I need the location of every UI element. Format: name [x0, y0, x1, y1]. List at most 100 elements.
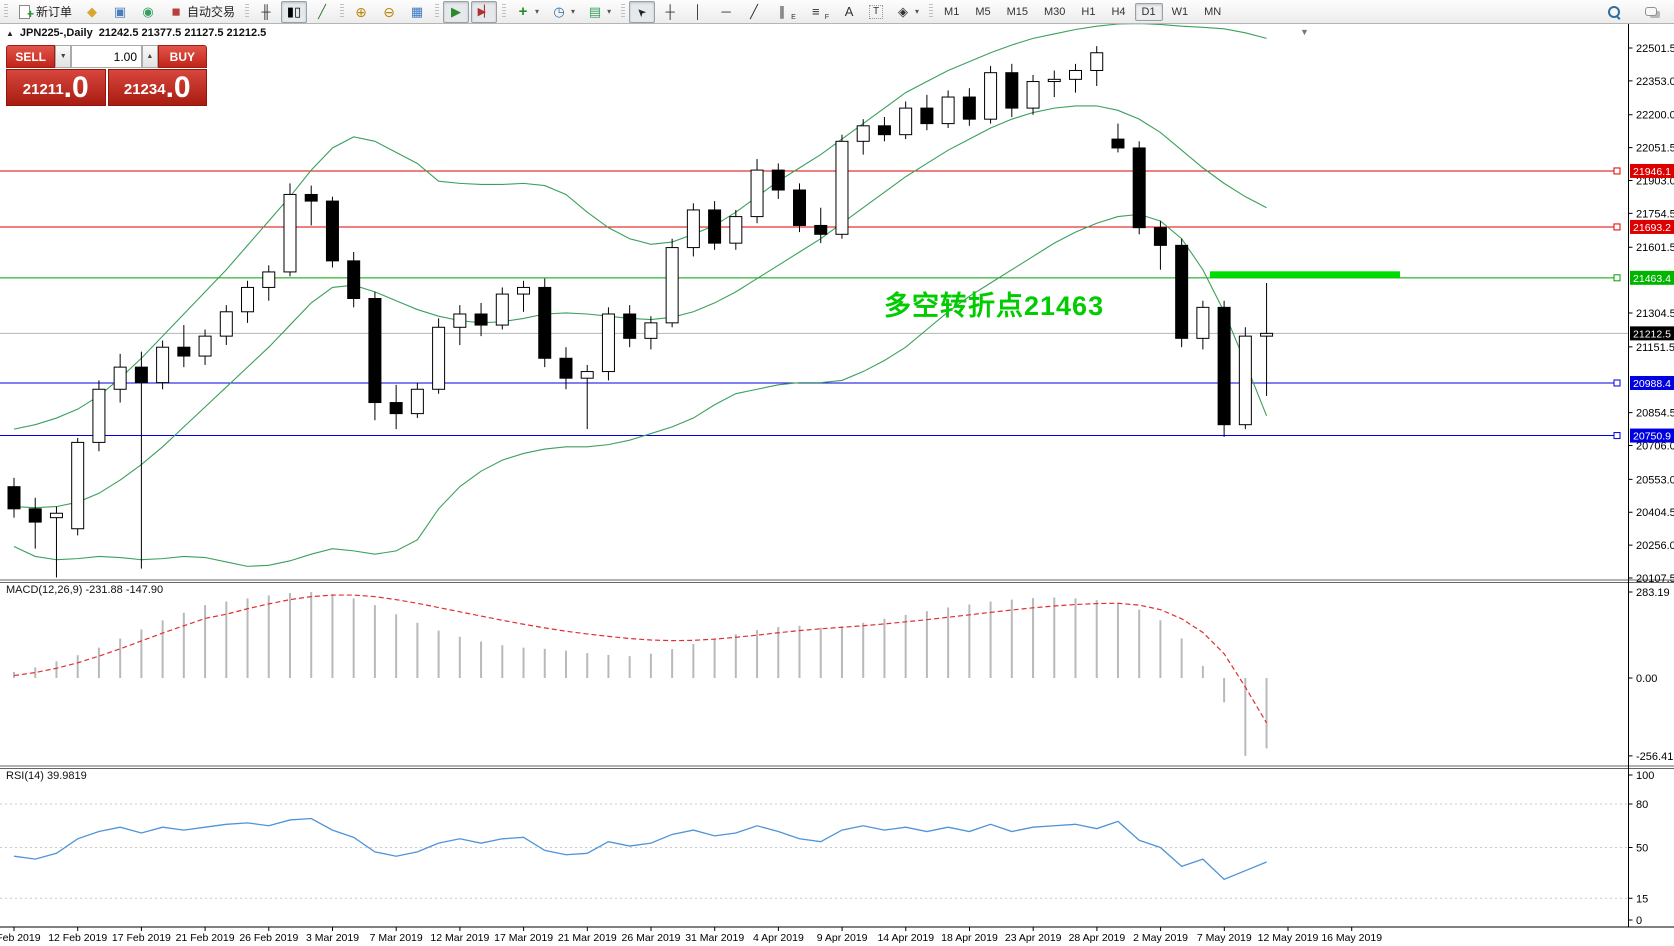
chart-shift-button[interactable]: ▶▏ [471, 0, 498, 23]
autotrade-icon: ◼ [171, 5, 181, 18]
text-label-button[interactable]: T [864, 1, 888, 23]
rsi-tick-label: 80 [1636, 799, 1648, 811]
candle-body [559, 357, 573, 379]
rsi-tick-label: 100 [1636, 770, 1654, 782]
candle-body [495, 293, 509, 326]
price-tick-label: 21151.5 [1636, 342, 1674, 354]
toolbar-grip [621, 4, 626, 19]
chart-canvas[interactable]: 22501.5 22353.0 22200.0 22051.5 21903.0 21754… [0, 24, 1674, 946]
date-label: 2 May 2019 [1133, 932, 1188, 944]
macd-indicator-label: MACD(12,26,9) -231.88 -147.90 [6, 584, 164, 596]
sell-price-display[interactable]: 21211 .0 [6, 69, 106, 106]
fibonacci-button[interactable]: ≡ F [803, 1, 834, 23]
chevron-down-icon: ▾ [607, 7, 612, 16]
bar-chart-button[interactable]: ╫ [253, 1, 279, 23]
tf-m30[interactable]: M30 [1044, 5, 1066, 18]
chat-button[interactable] [1639, 1, 1665, 23]
volume-input[interactable] [71, 45, 142, 68]
candlestick-button[interactable]: ▮▯ [281, 0, 308, 23]
date-label: 4 Apr 2019 [753, 932, 804, 944]
volume-decrease-button[interactable]: ▼ [55, 45, 71, 68]
tf-h1[interactable]: H1 [1081, 5, 1096, 18]
candle-body [580, 371, 594, 379]
zoom-in-icon: ⊕ [355, 3, 367, 20]
indicators-button[interactable]: + ▾ [510, 1, 544, 23]
pivot-price-label-bg [1630, 270, 1674, 285]
rsi-tick-label: 0 [1636, 915, 1642, 927]
templates-button[interactable]: ▤ ▾ [582, 1, 616, 23]
toolbar-grip [435, 4, 440, 19]
vline-button[interactable]: │ [685, 1, 711, 23]
line-chart-button[interactable]: ╱ [309, 1, 335, 23]
price-tick-label: 21601.5 [1636, 242, 1674, 254]
price-tick-label: 20854.5 [1636, 408, 1674, 420]
fibonacci-icon: ≡ [811, 3, 820, 19]
tf-h4[interactable]: H4 [1111, 5, 1126, 18]
tf-mn[interactable]: MN [1204, 5, 1222, 18]
price-tick-label: 22353.0 [1636, 76, 1674, 88]
rsi-tick-label: 15 [1636, 893, 1648, 905]
price-tick-label: 21903.0 [1636, 176, 1674, 188]
candle-body [750, 169, 764, 218]
auto-scroll-button[interactable]: ▶ [443, 0, 470, 23]
new-order-button[interactable]: 新订单 [12, 1, 77, 23]
crosshair-button[interactable]: ┼ [657, 1, 683, 23]
candle-body [1217, 306, 1231, 426]
toolbar-group: ▶ ▶▏ [431, 0, 498, 24]
buy-price-display[interactable]: 21234 .0 [107, 69, 207, 106]
candle-body [623, 313, 637, 339]
zoom-in-button[interactable]: ⊕ [348, 1, 374, 23]
cursor-button[interactable]: ➤ [629, 0, 656, 23]
volume-increase-button[interactable]: ▲ [142, 45, 158, 68]
one-click-panel-collapse-icon[interactable]: ▲ [6, 28, 14, 38]
tf-m15[interactable]: M15 [1006, 5, 1029, 18]
periods-button[interactable]: ◷ ▾ [546, 1, 580, 23]
macd-tick-label: -256.41 [1636, 751, 1673, 763]
tile-windows-button[interactable]: ▦ [404, 1, 430, 23]
main-pane [0, 24, 1628, 578]
resistance-price-label-bg [1630, 219, 1674, 234]
tf-m1[interactable]: M1 [944, 5, 960, 18]
toolbar-grip [929, 4, 934, 19]
chart-dropdown-arrow[interactable]: ▼ [1300, 27, 1309, 37]
chart-window[interactable]: 22501.5 22353.0 22200.0 22051.5 21903.0 21754… [0, 24, 1674, 946]
candle-body [1260, 332, 1274, 337]
autotrade-button-label: 自动交易 [187, 5, 236, 19]
candle-body [241, 286, 255, 313]
arrows-button[interactable]: ◈ ▾ [890, 1, 924, 23]
tf-m5[interactable]: M5 [975, 5, 991, 18]
candle-body [1090, 52, 1104, 71]
arrows-icon: ◈ [898, 3, 909, 19]
channel-button[interactable]: ∥ E [769, 1, 801, 23]
signals-button[interactable]: ◉ [135, 1, 161, 23]
date-label: 26 Mar 2019 [622, 932, 681, 944]
tf-w1[interactable]: W1 [1171, 5, 1189, 18]
terminal-icon: ▣ [113, 3, 127, 19]
auto-scroll-icon: ▶ [451, 3, 462, 19]
buy-price-main: 21234 [123, 81, 166, 98]
candle-body [389, 402, 403, 415]
candle-body [644, 322, 658, 339]
date-label: 18 Apr 2019 [941, 932, 998, 944]
date-label: 16 May 2019 [1321, 932, 1382, 944]
date-label: 17 Feb 2019 [112, 932, 171, 944]
search-button[interactable] [1601, 1, 1627, 23]
buy-button[interactable]: BUY [157, 45, 207, 68]
zoom-out-button[interactable]: ⊖ [376, 1, 402, 23]
macd-tick-label: 283.19 [1636, 587, 1670, 599]
autotrade-button[interactable]: ◼ 自动交易 [163, 1, 240, 23]
candle-body [1069, 69, 1082, 80]
tf-d1[interactable]: D1 [1134, 2, 1163, 21]
metaeditor-button[interactable]: ◆ [79, 1, 105, 23]
text-button[interactable]: A [836, 1, 862, 23]
sell-button[interactable]: SELL [6, 45, 56, 68]
price-tick-label: 22051.5 [1636, 143, 1674, 155]
trendline-button[interactable]: ╱ [741, 1, 767, 23]
zoom-out-icon: ⊖ [383, 3, 395, 20]
bar-chart-icon: ╫ [261, 3, 271, 19]
candle-body [283, 193, 297, 273]
terminal-button[interactable]: ▣ [107, 1, 133, 23]
hline-button[interactable]: ─ [713, 1, 739, 23]
date-label: 12 Mar 2019 [430, 932, 489, 944]
price-tick-label: 21754.5 [1636, 208, 1674, 220]
